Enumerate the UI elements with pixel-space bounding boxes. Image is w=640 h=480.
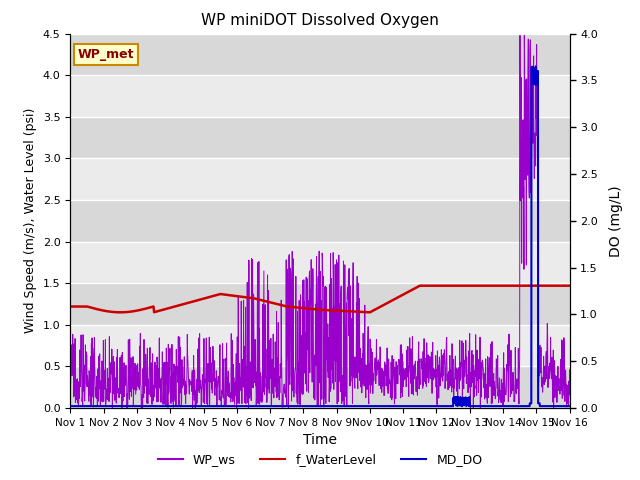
WP_ws [278,402,286,408]
MD_DO [529,64,536,70]
f_WaterLevel [67,304,74,310]
MD_DO [566,403,573,409]
Bar [70,366,570,408]
Bar [70,325,570,366]
Bar [70,75,570,117]
MD_DO [153,403,161,409]
Bar [70,34,570,75]
Bar [70,200,570,241]
MD_DO [280,403,287,409]
Text: WP_met: WP_met [78,48,134,61]
f_WaterLevel [357,309,365,315]
WP_ws [125,396,133,402]
WP_ws [566,367,573,372]
Line: f_WaterLevel: f_WaterLevel [70,286,570,312]
Legend: WP_ws, f_WaterLevel, MD_DO: WP_ws, f_WaterLevel, MD_DO [152,448,488,471]
Y-axis label: DO (mg/L): DO (mg/L) [609,185,623,257]
WP_ws [298,385,305,391]
MD_DO [258,403,266,409]
f_WaterLevel [97,307,105,313]
WP_ws [470,405,477,411]
WP_ws [351,378,358,384]
MD_DO [124,403,131,409]
Bar [70,241,570,283]
f_WaterLevel [116,310,124,315]
f_WaterLevel [447,283,454,288]
WP_ws [67,387,74,393]
MD_DO [502,403,510,409]
Title: WP miniDOT Dissolved Oxygen: WP miniDOT Dissolved Oxygen [201,13,439,28]
f_WaterLevel [370,307,378,313]
Bar [70,158,570,200]
Y-axis label: Wind Speed (m/s), Water Level (psi): Wind Speed (m/s), Water Level (psi) [24,108,37,334]
X-axis label: Time: Time [303,433,337,447]
f_WaterLevel [498,283,506,288]
f_WaterLevel [566,283,573,288]
MD_DO [67,403,74,409]
WP_ws [289,306,296,312]
f_WaterLevel [385,299,393,305]
Bar [70,283,570,325]
MD_DO [556,403,564,409]
Bar [70,117,570,158]
Line: WP_ws: WP_ws [70,35,570,408]
WP_ws [105,399,113,405]
f_WaterLevel [417,283,424,288]
WP_ws [520,32,528,38]
Line: MD_DO: MD_DO [70,67,570,406]
